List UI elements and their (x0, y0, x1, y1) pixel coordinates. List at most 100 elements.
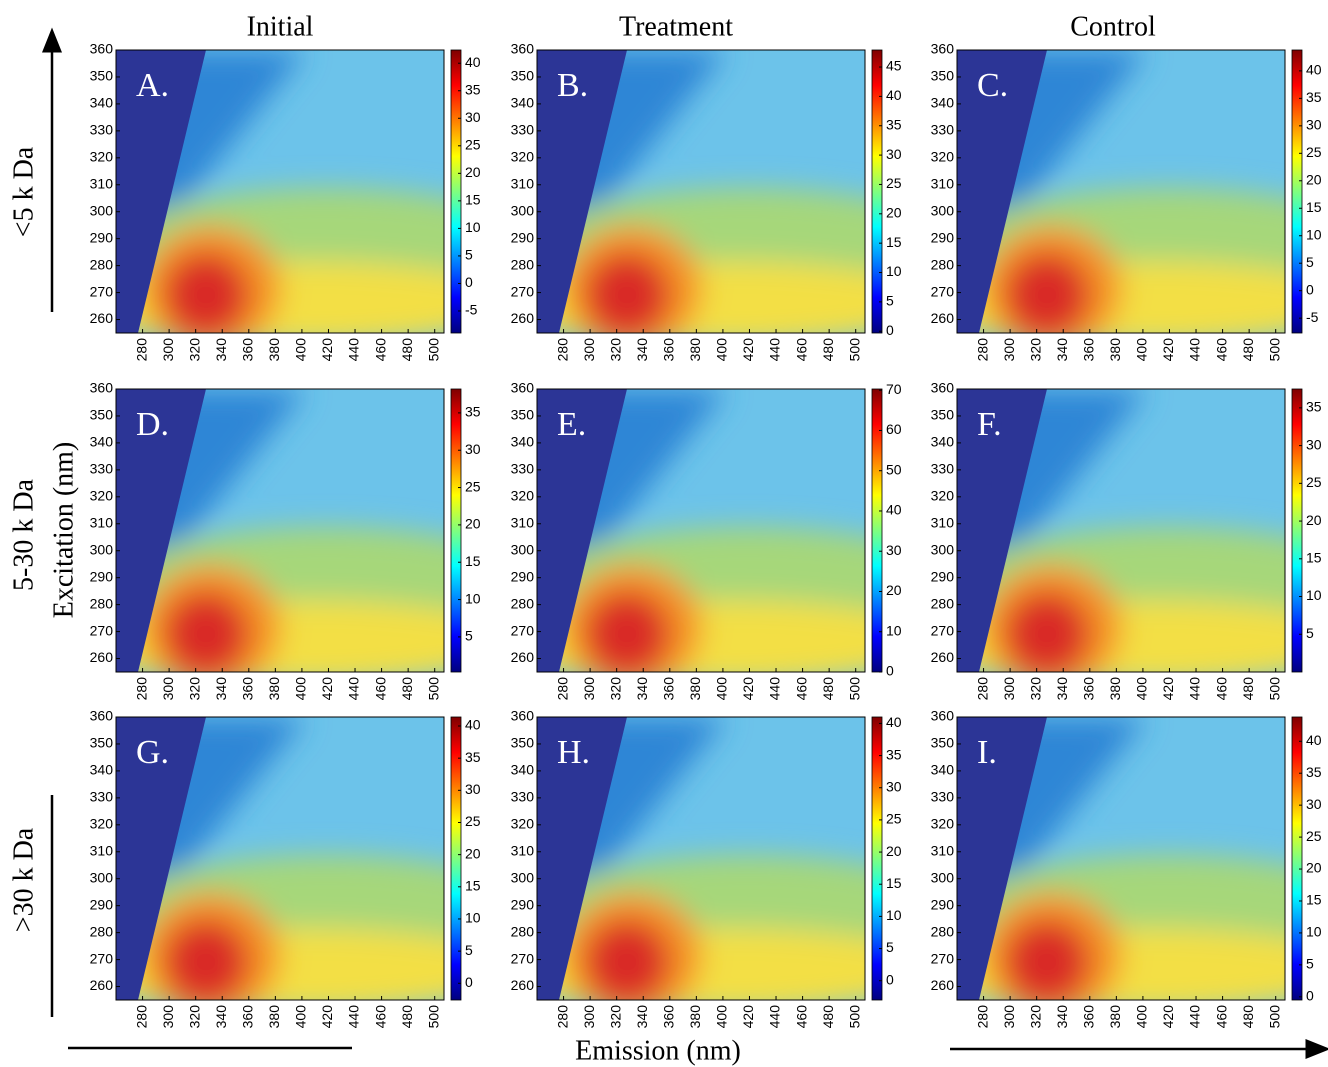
y-tick-label: 340 (90, 434, 114, 450)
colorbar-tick-label: 5 (1306, 625, 1314, 641)
y-tick-label: 330 (931, 122, 955, 138)
x-tick-label: 420 (1160, 677, 1176, 701)
colorbar (871, 388, 883, 673)
y-tick-label: 360 (931, 41, 955, 57)
x-tick-label: 480 (1240, 338, 1256, 362)
x-tick-label: 400 (293, 677, 309, 701)
colorbar-tick-label: 25 (465, 478, 481, 494)
x-tick-label: 400 (1134, 338, 1150, 362)
colorbar-tick-label: 50 (886, 461, 902, 477)
x-tick-label: 500 (425, 338, 441, 362)
x-axis-label: Emission (nm) (575, 1035, 741, 1066)
colorbar-tick-label: 20 (1306, 860, 1322, 876)
colorbar-tick-label: 35 (465, 404, 481, 420)
panel-label: G. (136, 734, 169, 771)
y-tick-label: 290 (931, 229, 955, 245)
colorbar-tick-label: 0 (886, 322, 894, 338)
x-tick-label: 460 (372, 677, 388, 701)
x-tick-label: 360 (1080, 338, 1096, 362)
colorbar-tick-label: 30 (1306, 796, 1322, 812)
y-tick-label: 270 (931, 622, 955, 638)
x-tick-label: 380 (266, 338, 282, 362)
x-tick-label: 440 (767, 1005, 783, 1029)
y-tick-label: 360 (931, 380, 955, 396)
x-tick-label: 280 (974, 1005, 990, 1029)
column-title: Initial (247, 11, 314, 42)
colorbar-tick-label: 15 (465, 553, 481, 569)
x-tick-label: 320 (186, 1005, 202, 1029)
plot-frame (956, 388, 1286, 673)
x-tick-label: 400 (1134, 677, 1150, 701)
colorbar-tick-label: -5 (1306, 309, 1319, 325)
x-tick-label: 320 (1027, 1005, 1043, 1029)
colorbar (450, 49, 462, 334)
x-tick-label: 380 (1107, 338, 1123, 362)
x-tick-label: 340 (634, 1005, 650, 1029)
y-tick-label: 270 (511, 622, 535, 638)
colorbar-tick-label: 35 (465, 81, 481, 97)
y-tick-label: 270 (90, 283, 114, 299)
x-tick-label: 280 (554, 338, 570, 362)
field-red (585, 920, 669, 1000)
y-tick-label: 300 (90, 869, 114, 885)
x-tick-label: 360 (1080, 677, 1096, 701)
y-tick-label: 270 (931, 283, 955, 299)
y-tick-label: 300 (931, 202, 955, 218)
y-axis-label: Excitation (nm) (48, 442, 79, 619)
y-tick-label: 270 (931, 950, 955, 966)
y-tick-label: 350 (931, 735, 955, 751)
y-tick-label: 310 (931, 842, 955, 858)
x-tick-label: 400 (293, 1005, 309, 1029)
colorbar-tick-label: 30 (465, 441, 481, 457)
y-tick-label: 320 (90, 149, 114, 165)
field-red (1005, 253, 1089, 333)
y-tick-label: 340 (90, 95, 114, 111)
x-tick-label: 340 (634, 677, 650, 701)
y-tick-label: 330 (511, 461, 535, 477)
panel-label: D. (136, 406, 169, 443)
colorbar-tick-label: 20 (1306, 171, 1322, 187)
x-tick-label: 340 (1054, 677, 1070, 701)
x-tick-label: 480 (1240, 677, 1256, 701)
x-tick-label: 360 (660, 1005, 676, 1029)
x-tick-label: 400 (293, 338, 309, 362)
x-tick-label: 300 (1001, 338, 1017, 362)
y-tick-label: 300 (511, 202, 535, 218)
x-tick-label: 500 (425, 1005, 441, 1029)
x-tick-label: 380 (1107, 677, 1123, 701)
field-red (585, 592, 669, 672)
colorbar-tick-label: 20 (886, 205, 902, 221)
y-tick-label: 280 (511, 256, 535, 272)
x-tick-label: 360 (239, 338, 255, 362)
field-red (585, 253, 669, 333)
panel-label: H. (557, 734, 590, 771)
y-tick-label: 290 (511, 229, 535, 245)
colorbar (1291, 49, 1303, 334)
y-tick-label: 280 (931, 256, 955, 272)
y-tick-label: 290 (90, 229, 114, 245)
colorbar (1291, 388, 1303, 673)
y-tick-label: 360 (931, 708, 955, 724)
colorbar-tick-label: 20 (886, 582, 902, 598)
y-tick-label: 260 (931, 310, 955, 326)
x-tick-label: 380 (687, 677, 703, 701)
y-tick-label: 300 (511, 869, 535, 885)
x-tick-label: 280 (133, 338, 149, 362)
x-tick-label: 340 (213, 1005, 229, 1029)
x-tick-label: 400 (714, 1005, 730, 1029)
x-tick-label: 320 (607, 338, 623, 362)
x-tick-label: 340 (213, 338, 229, 362)
y-tick-label: 340 (931, 95, 955, 111)
y-tick-label: 350 (511, 68, 535, 84)
plot-frame (115, 716, 445, 1001)
x-tick-label: 320 (186, 677, 202, 701)
colorbar-tick-label: 25 (886, 811, 902, 827)
colorbar-tick-label: 35 (1306, 764, 1322, 780)
y-tick-label: 280 (931, 595, 955, 611)
x-tick-label: 440 (767, 338, 783, 362)
colorbar-tick-label: 20 (886, 843, 902, 859)
x-tick-label: 320 (607, 1005, 623, 1029)
x-tick-label: 300 (1001, 677, 1017, 701)
colorbar-tick-label: -5 (465, 302, 478, 318)
y-tick-label: 290 (90, 896, 114, 912)
